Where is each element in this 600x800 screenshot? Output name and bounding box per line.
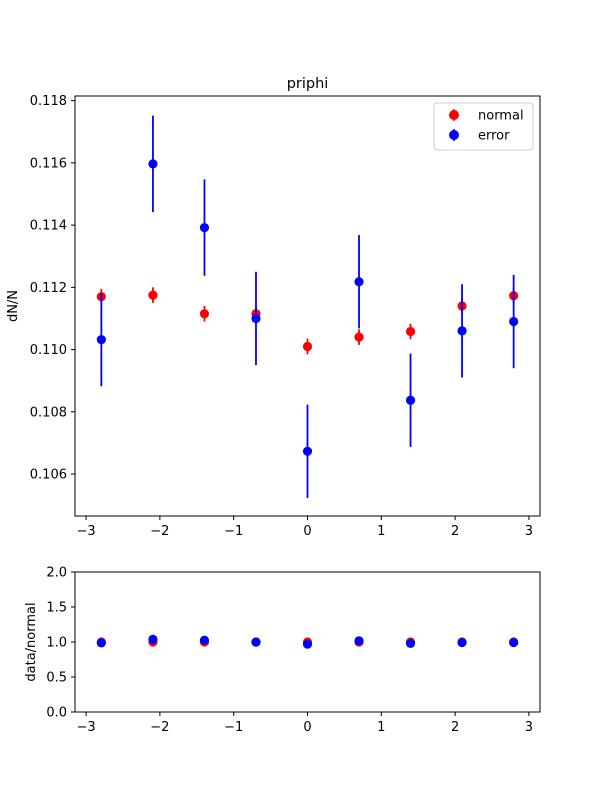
main-x-tick-label: −3 — [76, 524, 95, 539]
ratio-x-tick-label: 0 — [303, 720, 311, 735]
ratio-series-error — [96, 634, 519, 649]
main-y-axis-label: dN/N — [6, 290, 21, 322]
ratio-point-error — [148, 634, 158, 644]
main-x-tick-label: 1 — [377, 524, 385, 539]
main-point-error — [251, 313, 261, 324]
ratio-data-marks — [96, 634, 519, 649]
main-point-error — [96, 335, 106, 345]
main-point-error — [148, 159, 158, 169]
ratio-y-tick-label: 0.0 — [46, 706, 67, 721]
main-x-tick-label: −2 — [150, 524, 169, 539]
ratio-y-tick-label: 0.5 — [46, 671, 67, 686]
ratio-point-error — [96, 638, 106, 648]
legend-entry-error: error — [449, 129, 510, 144]
main-y-tick-label: 0.118 — [30, 94, 67, 109]
ratio-point-error — [199, 635, 210, 645]
main-series-error — [96, 115, 519, 498]
ratio-x-tick-label: −2 — [150, 720, 169, 735]
legend-normal-marker — [449, 110, 459, 120]
main-point-normal — [148, 290, 158, 300]
ratio-x-tick-label: 2 — [451, 720, 459, 735]
ratio-point-error — [509, 637, 519, 648]
ratio-x-tick-label: −3 — [76, 720, 95, 735]
main-point-normal — [354, 332, 364, 342]
ratio-point-error — [457, 637, 467, 648]
ratio-point-error — [251, 637, 261, 647]
ratio-point-error — [354, 636, 364, 646]
main-point-error — [354, 277, 364, 287]
legend-label-normal: normal — [478, 109, 524, 124]
main-y-tick-label: 0.106 — [30, 468, 67, 483]
ratio-y-tick-label: 1.5 — [46, 601, 67, 616]
main-point-normal — [199, 309, 210, 319]
ratio-point-error — [302, 639, 313, 649]
main-plot-frame — [74, 95, 541, 517]
main-point-error — [457, 326, 467, 336]
main-title: priphi — [287, 76, 329, 92]
ratio-y-ticks: 0.0 0.5 1.0 1.5 2.0 — [46, 566, 75, 721]
main-y-tick-label: 0.110 — [30, 343, 67, 358]
main-data-marks — [96, 115, 519, 498]
main-point-normal — [302, 341, 313, 352]
main-point-error — [302, 446, 313, 456]
legend-error-marker — [449, 130, 459, 140]
main-x-tick-label: 2 — [451, 524, 459, 539]
ratio-x-ticks: −3 −2 −1 0 1 2 3 — [76, 712, 533, 735]
main-y-tick-label: 0.114 — [30, 219, 67, 234]
ratio-point-error — [405, 638, 416, 649]
ratio-y-axis-label: data/normal — [24, 602, 39, 681]
legend-entry-normal: normal — [449, 109, 524, 124]
main-point-error — [405, 395, 416, 405]
ratio-plot: data/normal −3 −2 −1 0 1 2 3 0.0 0.5 1.0 1.5 2.0 — [24, 566, 541, 735]
main-y-tick-label: 0.108 — [30, 405, 67, 420]
ratio-y-tick-label: 2.0 — [46, 566, 67, 581]
ratio-x-tick-label: −1 — [224, 720, 243, 735]
main-y-tick-label: 0.116 — [30, 156, 67, 171]
legend-label-error: error — [478, 129, 510, 144]
main-x-tick-label: −1 — [224, 524, 243, 539]
main-point-normal — [405, 326, 416, 337]
main-y-ticks: 0.106 0.108 0.110 0.112 0.114 0.116 0.118 — [30, 94, 75, 483]
legend: normal error — [433, 102, 534, 151]
main-point-error — [509, 316, 519, 327]
main-x-tick-label: 0 — [303, 524, 311, 539]
main-y-tick-label: 0.112 — [30, 281, 67, 296]
ratio-y-tick-label: 1.0 — [46, 636, 67, 651]
ratio-x-tick-label: 3 — [525, 720, 533, 735]
main-x-tick-label: 3 — [525, 524, 533, 539]
main-point-error — [199, 223, 210, 233]
ratio-x-tick-label: 1 — [377, 720, 385, 735]
main-x-ticks: −3 −2 −1 0 1 2 3 — [76, 516, 533, 539]
ratio-plot-frame — [74, 571, 541, 713]
main-plot: priphi dN/N −3 −2 −1 0 1 2 3 0.1060.1080.1100.… — [6, 76, 541, 539]
